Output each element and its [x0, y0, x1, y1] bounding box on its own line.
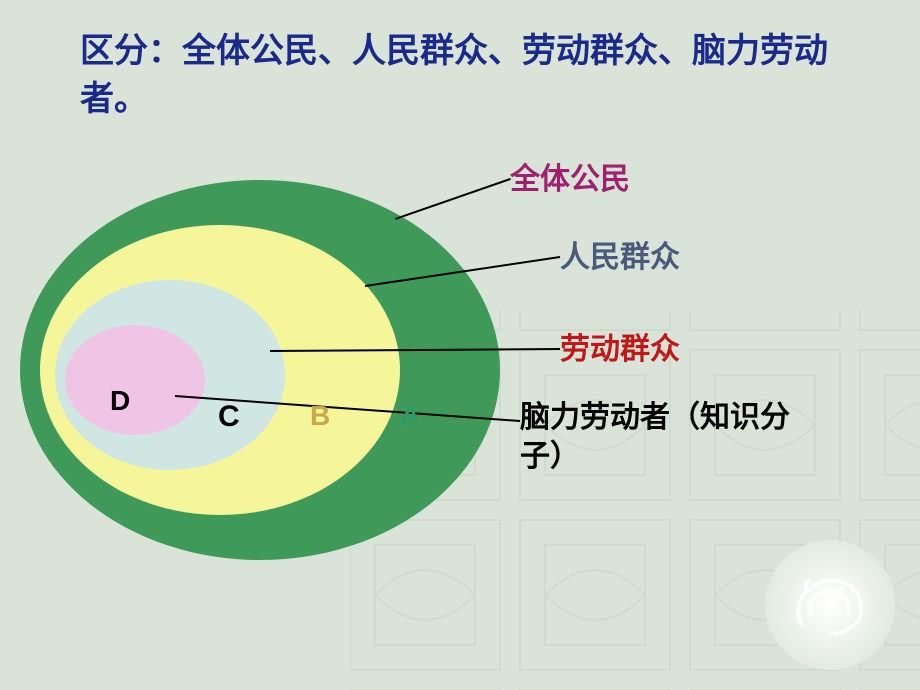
ring-label-C: C [218, 400, 240, 434]
ring-label-D: D [110, 385, 130, 417]
callout-line-0 [395, 178, 511, 220]
ring-D [65, 325, 205, 435]
callout-label-0: 全体公民 [510, 160, 630, 199]
callout-label-3: 脑力劳动者（知识分子） [520, 398, 800, 476]
ring-label-B: B [310, 400, 330, 432]
ring-label-A: A [400, 400, 420, 432]
slide-title: 区分：全体公民、人民群众、劳动群众、脑力劳动者。 [80, 28, 850, 123]
dragon-badge-icon [765, 540, 895, 670]
callout-label-1: 人民群众 [560, 238, 680, 277]
callout-label-2: 劳动群众 [560, 330, 680, 369]
